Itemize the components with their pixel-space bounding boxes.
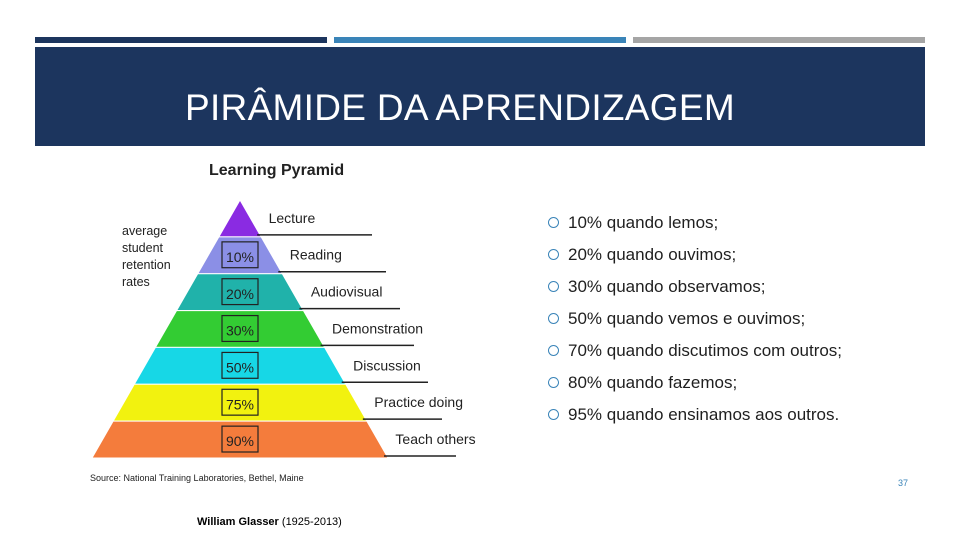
pyramid-percent-label: 50% xyxy=(226,359,254,375)
bullet-text: 30% quando observamos; xyxy=(568,277,766,296)
pyramid-percent-label: 75% xyxy=(226,396,254,412)
top-stripe-blue xyxy=(334,37,626,43)
pyramid-method-label: Audiovisual xyxy=(311,284,383,300)
circle-bullet-icon xyxy=(548,249,559,260)
pyramid-percent-label: 30% xyxy=(226,323,254,339)
credit-years: (1925-2013) xyxy=(281,516,342,528)
pyramid-side-label: average xyxy=(122,224,167,238)
pyramid-method-label: Demonstration xyxy=(332,320,423,336)
pyramid-side-label: student xyxy=(122,241,164,255)
bullet-item: 10% quando lemos; xyxy=(548,210,842,242)
page-number: 37 xyxy=(897,478,908,488)
learning-pyramid-figure: Learning Pyramid Source: National Traini… xyxy=(82,150,490,495)
bullet-item: 80% quando fazemos; xyxy=(548,370,842,402)
pyramid-method-label: Practice doing xyxy=(374,394,463,410)
bullet-text: 50% quando vemos e ouvimos; xyxy=(568,309,806,328)
bullet-item: 30% quando observamos; xyxy=(548,274,842,306)
pyramid-level-1 xyxy=(217,198,263,238)
pyramid-percent-box xyxy=(221,351,259,379)
pyramid-method-label: Teach others xyxy=(395,431,475,447)
bullet-item: 95% quando ensinamos aos outros. xyxy=(548,402,842,434)
retention-bullet-list: 10% quando lemos; 20% quando ouvimos; 30… xyxy=(548,210,842,434)
author-credit: William Glasser (1925-2013) xyxy=(197,516,342,528)
bullet-text: 10% quando lemos; xyxy=(568,213,719,232)
pyramid-method-label: Reading xyxy=(290,247,342,263)
circle-bullet-icon xyxy=(548,281,559,292)
pyramid-source: Source: National Training Laboratories, … xyxy=(90,473,304,483)
pyramid-level-7 xyxy=(91,420,389,459)
bullet-text: 20% quando ouvimos; xyxy=(568,245,737,264)
title-band: PIRÂMIDE DA APRENDIZAGEM xyxy=(35,47,925,146)
pyramid-method-label: Lecture xyxy=(269,210,316,226)
pyramid-percent-label: 20% xyxy=(226,286,254,302)
bullet-item: 20% quando ouvimos; xyxy=(548,242,842,274)
circle-bullet-icon xyxy=(548,217,559,228)
bullet-item: 50% quando vemos e ouvimos; xyxy=(548,306,842,338)
pyramid-heading: Learning Pyramid xyxy=(209,162,344,179)
pyramid-percent-box xyxy=(221,241,259,269)
bullet-item: 70% quando discutimos com outros; xyxy=(548,338,842,370)
bullet-text: 95% quando ensinamos aos outros. xyxy=(568,405,840,424)
top-stripe-gray xyxy=(633,37,925,43)
pyramid-percent-box xyxy=(221,278,259,306)
pyramid-side-label: retention xyxy=(122,258,171,272)
pyramid-percent-label: 90% xyxy=(226,433,254,449)
pyramid-side-label: rates xyxy=(122,275,150,289)
pyramid-method-label: Discussion xyxy=(353,357,421,373)
pyramid-percent-box xyxy=(221,388,259,416)
circle-bullet-icon xyxy=(548,313,559,324)
bullet-text: 70% quando discutimos com outros; xyxy=(568,341,843,360)
circle-bullet-icon xyxy=(548,377,559,388)
pyramid-percent-box xyxy=(221,425,259,453)
learning-pyramid-svg: Learning Pyramid Source: National Traini… xyxy=(90,162,476,483)
circle-bullet-icon xyxy=(548,409,559,420)
pyramid-percent-box xyxy=(221,314,259,343)
bullet-text: 80% quando fazemos; xyxy=(568,373,738,392)
slide-title: PIRÂMIDE DA APRENDIZAGEM xyxy=(185,87,735,128)
circle-bullet-icon xyxy=(548,345,559,356)
top-stripe-dark xyxy=(35,37,327,43)
pyramid-percent-label: 10% xyxy=(226,249,254,265)
credit-name: William Glasser xyxy=(197,516,279,528)
